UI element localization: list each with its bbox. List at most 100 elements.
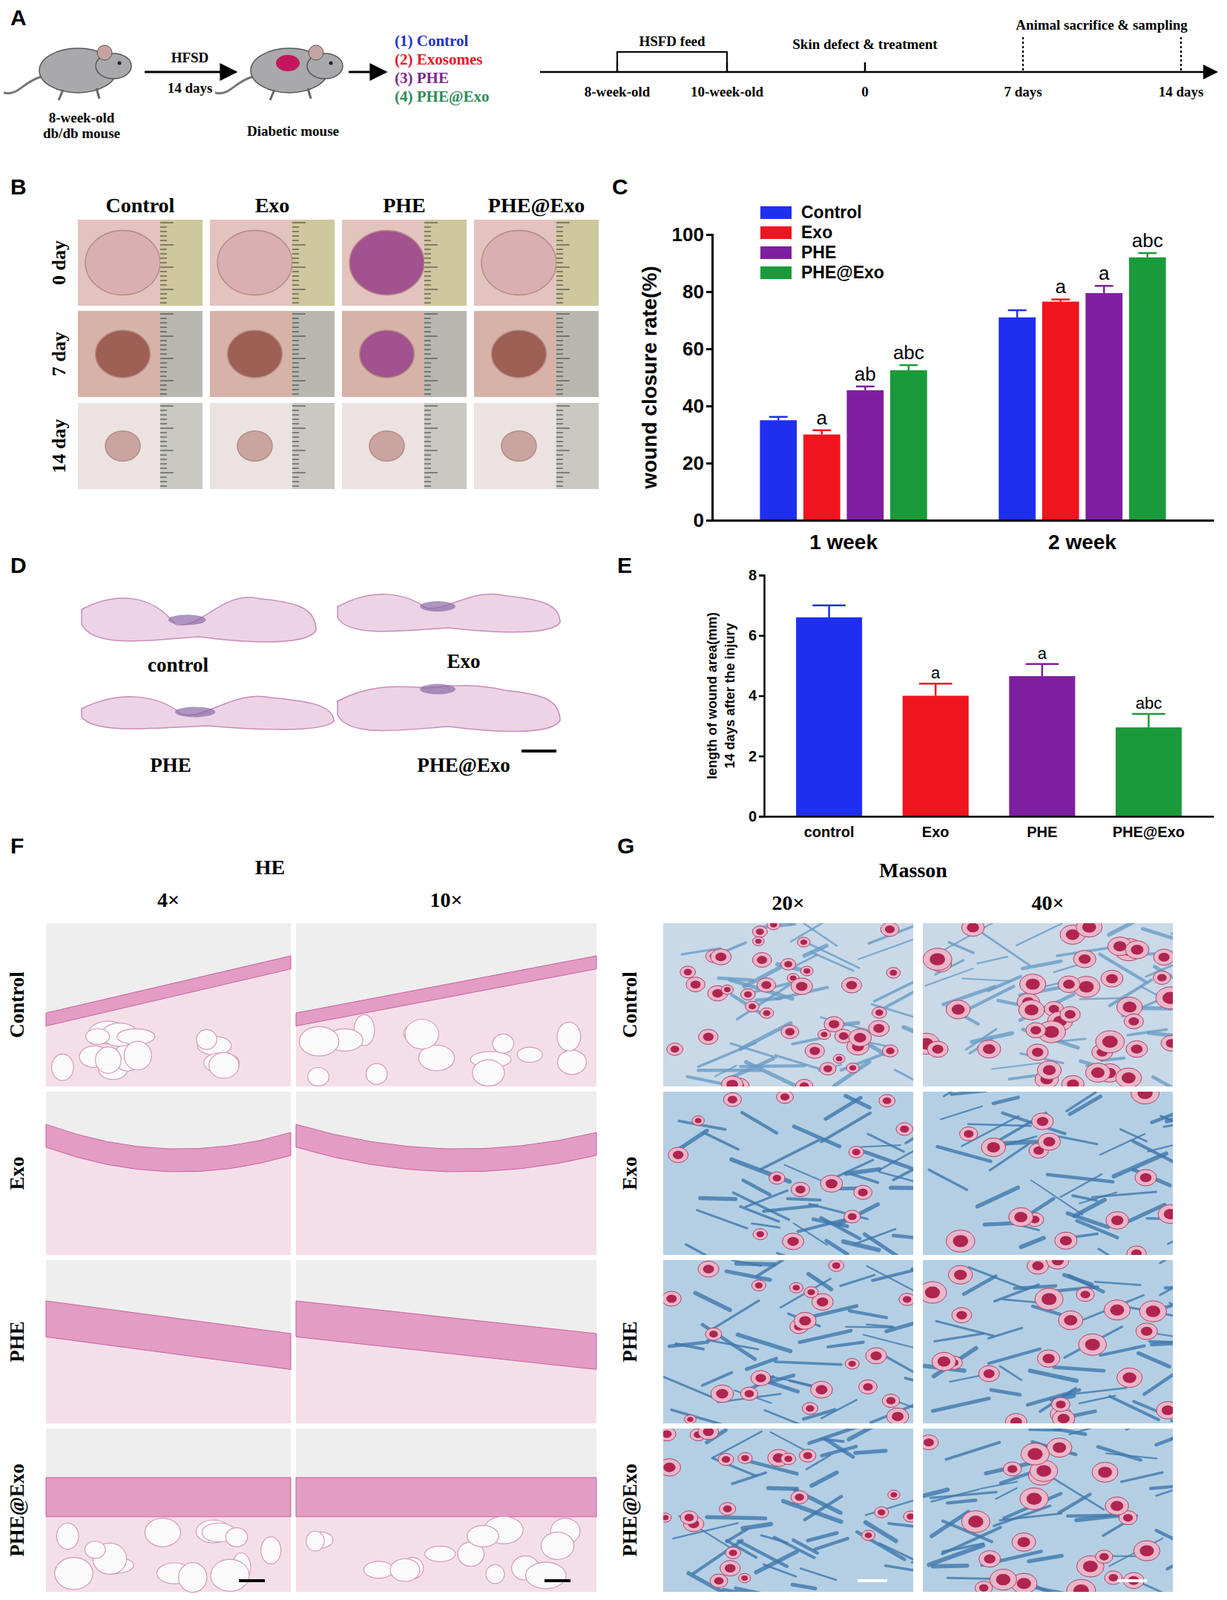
photo xyxy=(77,310,203,397)
cell xyxy=(1034,1287,1064,1310)
adipocyte xyxy=(365,1063,388,1084)
collagen-fiber xyxy=(890,1185,914,1190)
nucleus xyxy=(1017,1536,1030,1547)
nucleus xyxy=(1113,940,1127,952)
collagen-fiber xyxy=(1094,1281,1141,1285)
ruler xyxy=(424,402,467,489)
ruler-tick xyxy=(424,336,438,337)
cell xyxy=(738,1572,750,1583)
nucleus xyxy=(1031,1261,1044,1271)
ruler-tick xyxy=(424,284,432,286)
nucleus xyxy=(1063,979,1075,989)
ruler-tick xyxy=(556,436,564,438)
collagen-fiber xyxy=(1100,1345,1144,1356)
ruler-tick xyxy=(160,344,167,346)
ruler-tick xyxy=(160,436,167,438)
collagen-fiber xyxy=(1028,1554,1062,1561)
dermis xyxy=(295,1516,597,1592)
adipocyte xyxy=(390,1557,420,1581)
cell xyxy=(1027,1259,1049,1274)
nucleus xyxy=(723,1505,733,1512)
nucleus xyxy=(1123,1513,1133,1521)
micrograph-background xyxy=(922,922,1173,1087)
nucleus xyxy=(1024,1004,1039,1016)
cell xyxy=(740,1386,758,1400)
x-axis: controlExoPHEPHE@Exo xyxy=(764,816,1215,841)
row-label: PHE@Exo xyxy=(618,1462,641,1557)
cell xyxy=(752,1228,768,1240)
cell xyxy=(1031,1112,1054,1130)
collagen-fiber xyxy=(1016,922,1063,946)
micrograph-content xyxy=(922,1259,1173,1423)
micrograph-background xyxy=(295,1091,597,1255)
nucleus xyxy=(1063,1314,1078,1325)
wound xyxy=(359,330,415,378)
nucleus xyxy=(1162,991,1173,1004)
ruler-tick xyxy=(424,289,438,291)
panel-letter: C xyxy=(612,174,629,199)
ruler-tick xyxy=(292,385,299,386)
nucleus xyxy=(1027,1447,1043,1460)
collagen-fiber xyxy=(848,1428,877,1440)
collagen-fiber xyxy=(1156,1481,1173,1496)
ruler-tick xyxy=(424,389,432,391)
tissue-section xyxy=(337,683,561,732)
ruler-tick xyxy=(424,380,438,382)
tick: 2 week xyxy=(1048,530,1117,554)
row-label: Control xyxy=(618,971,641,1038)
error-bar xyxy=(1132,713,1166,728)
ruler-tick xyxy=(160,271,167,273)
nucleus xyxy=(1014,1211,1028,1222)
section-label: control xyxy=(147,653,209,676)
ruler-tick xyxy=(424,240,432,242)
micrograph xyxy=(295,1428,597,1592)
micrograph xyxy=(295,1091,597,1255)
ruler-tick xyxy=(292,253,299,255)
nucleus xyxy=(799,1081,810,1087)
scale-bar xyxy=(857,1578,888,1582)
nucleus xyxy=(849,1064,857,1070)
collagen-fiber xyxy=(936,1320,994,1336)
collagen-fiber xyxy=(731,1158,790,1182)
nucleus xyxy=(1140,1326,1153,1336)
tick-mark xyxy=(758,755,765,758)
ruler-tick xyxy=(292,271,299,273)
legend-swatch xyxy=(760,226,792,239)
column-header: Control xyxy=(106,193,176,217)
collagen-fiber xyxy=(1079,1192,1117,1204)
collagen-fiber xyxy=(872,1268,914,1280)
nucleus xyxy=(763,1009,771,1016)
collagen-fiber xyxy=(834,1061,870,1086)
wound xyxy=(369,431,405,462)
ruler-tick xyxy=(160,289,174,291)
collagen-fiber xyxy=(1126,1428,1159,1430)
cell xyxy=(793,1311,817,1329)
ruler-tick xyxy=(556,327,564,328)
annotations: aaabc xyxy=(931,643,1162,713)
plot-area xyxy=(759,252,1166,521)
ruler xyxy=(424,219,467,306)
error-bar xyxy=(856,386,875,391)
collagen-fiber xyxy=(800,1568,837,1580)
nucleus xyxy=(741,1574,748,1581)
nucleus xyxy=(1080,1290,1090,1298)
adipocyte xyxy=(54,1557,94,1590)
ruler-tick xyxy=(292,298,299,299)
nucleus xyxy=(986,1141,1000,1153)
collagen-fiber xyxy=(1157,1333,1173,1338)
ruler-tick xyxy=(556,284,564,286)
nucleus xyxy=(1163,1208,1173,1219)
cell xyxy=(1046,1259,1069,1269)
epidermis xyxy=(45,1476,291,1517)
collagen-fiber xyxy=(1171,1419,1173,1423)
wound xyxy=(481,230,557,296)
collagen-fiber xyxy=(1167,1537,1173,1569)
collagen-fiber xyxy=(1060,1173,1102,1197)
photo-background xyxy=(209,310,335,397)
ruler-tick xyxy=(160,249,167,250)
cell xyxy=(781,958,796,971)
bar xyxy=(1115,727,1182,817)
nucleus xyxy=(864,1531,873,1538)
ruler-tick xyxy=(160,231,167,233)
ruler-tick xyxy=(292,367,299,368)
